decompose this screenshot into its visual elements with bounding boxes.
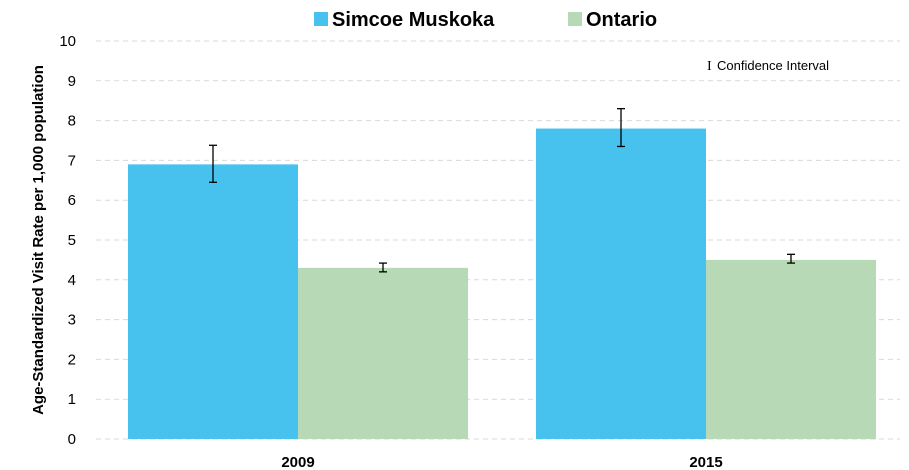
error-bar-ontario-2009 [379,262,387,273]
y-tick-label-3: 3 [68,312,76,329]
bars [128,128,876,439]
y-tick-label-6: 6 [68,192,76,209]
error-bar-ontario-2015 [787,253,795,264]
y-tick-label-5: 5 [68,232,76,249]
bar-simcoe-muskoka-2009 [128,164,298,439]
legend-label-simcoe-muskoka: Simcoe Muskoka [332,9,495,31]
legend-swatch-ontario [568,12,582,26]
error-bar-simcoe-muskoka-2009 [209,144,217,183]
confidence-interval-glyph: I [707,59,712,74]
y-tick-label-1: 1 [68,391,76,408]
y-tick-label-10: 10 [59,33,76,50]
legend-label-ontario: Ontario [586,9,657,31]
bar-ontario-2015 [706,259,876,439]
x-tick-label-2015: 2015 [689,454,722,470]
error-bar-simcoe-muskoka-2015 [617,108,625,148]
legend-swatch-simcoe-muskoka [314,12,328,26]
error-bars [209,108,795,273]
x-tick-label-2009: 2009 [281,454,314,470]
confidence-interval-legend: I Confidence Interval [707,58,829,74]
bar-ontario-2009 [298,267,468,439]
y-axis-ticks: 0 1 2 3 4 5 6 7 8 9 10 [59,33,76,448]
y-tick-label-7: 7 [68,152,76,169]
confidence-interval-legend-label: Confidence Interval [717,58,829,73]
y-axis-label: Age-Standardized Visit Rate per 1,000 po… [30,65,47,415]
y-tick-label-9: 9 [68,73,76,90]
y-tick-label-4: 4 [68,272,76,289]
y-tick-label-0: 0 [68,431,76,448]
y-tick-label-8: 8 [68,113,76,130]
y-tick-label-2: 2 [68,351,76,368]
x-axis-ticks: 2009 2015 [281,454,722,470]
bar-simcoe-muskoka-2015 [536,128,706,439]
legend: Simcoe Muskoka Ontario [314,9,657,31]
